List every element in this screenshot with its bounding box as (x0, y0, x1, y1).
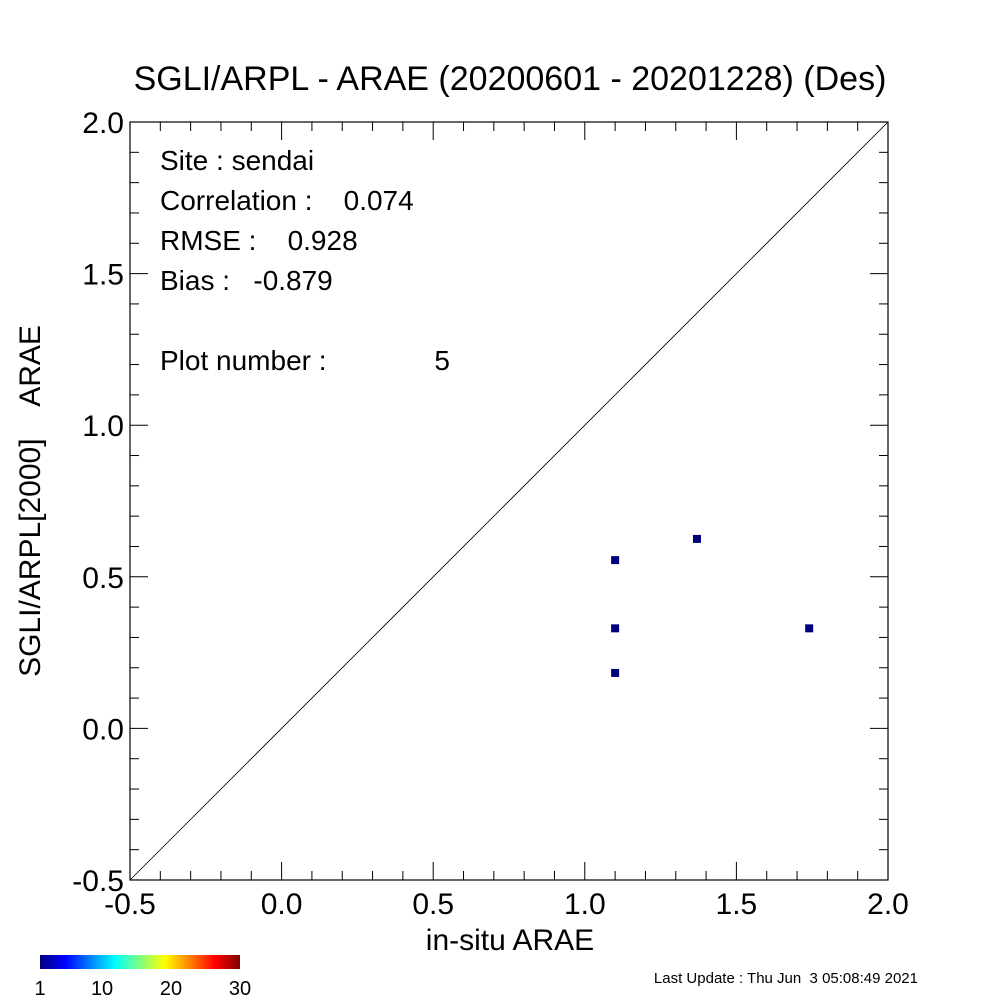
y-axis-label: SGLI/ARPL[2000] ARAE (14, 325, 47, 677)
colorbar-tick-label: 10 (91, 978, 113, 1000)
data-point (611, 624, 620, 633)
y-tick-label: 2.0 (82, 107, 124, 140)
data-points (611, 534, 814, 677)
stats-block: Site : sendai Correlation : 0.074 RMSE :… (160, 145, 450, 376)
x-axis-label: in-situ ARAE (426, 924, 594, 957)
stat-plot-number-value: 5 (434, 345, 450, 376)
y-tick-label: 1.0 (82, 410, 124, 443)
colorbar-tick-label: 20 (160, 978, 182, 1000)
colorbar-tick-label: 30 (229, 978, 251, 1000)
x-tick-label: 2.0 (867, 888, 909, 921)
plot-frame (129, 121, 889, 881)
stat-plot-number-label: Plot number : (160, 345, 327, 376)
x-tick-label: -0.5 (104, 888, 156, 921)
x-tick-label: 0.5 (412, 888, 454, 921)
data-point (805, 624, 814, 633)
chart-title: SGLI/ARPL - ARAE (20200601 - 20201228) (… (134, 60, 887, 98)
y-tick-label: -0.5 (72, 865, 124, 898)
colorbar-tick-label: 1 (34, 978, 45, 1000)
data-point (692, 534, 701, 543)
stat-rmse: RMSE : 0.928 (160, 225, 358, 256)
x-tick-label: 1.0 (564, 888, 606, 921)
last-update: Last Update : Thu Jun 3 05:08:49 2021 (654, 970, 918, 987)
one-to-one-line (129, 121, 889, 881)
axis-ticks (129, 121, 889, 881)
data-point (611, 668, 620, 677)
data-point (611, 556, 620, 565)
x-tick-label: 1.5 (716, 888, 758, 921)
colorbar-labels: 1 10 20 30 (34, 978, 251, 1000)
stat-bias: Bias : -0.879 (160, 265, 333, 296)
stat-correlation: Correlation : 0.074 (160, 185, 414, 216)
tick-labels: -0.5 0.0 0.5 1.0 1.5 2.0 -0.5 0.0 0.5 1.0 1.5 2.0 (72, 107, 909, 921)
x-tick-label: 0.0 (261, 888, 303, 921)
y-tick-label: 0.5 (82, 562, 124, 595)
stat-site: Site : sendai (160, 145, 314, 176)
colorbar: 1 10 20 30 (34, 955, 251, 1000)
y-tick-label: 1.5 (82, 259, 124, 292)
colorbar-gradient (40, 955, 240, 969)
y-tick-label: 0.0 (82, 713, 124, 746)
